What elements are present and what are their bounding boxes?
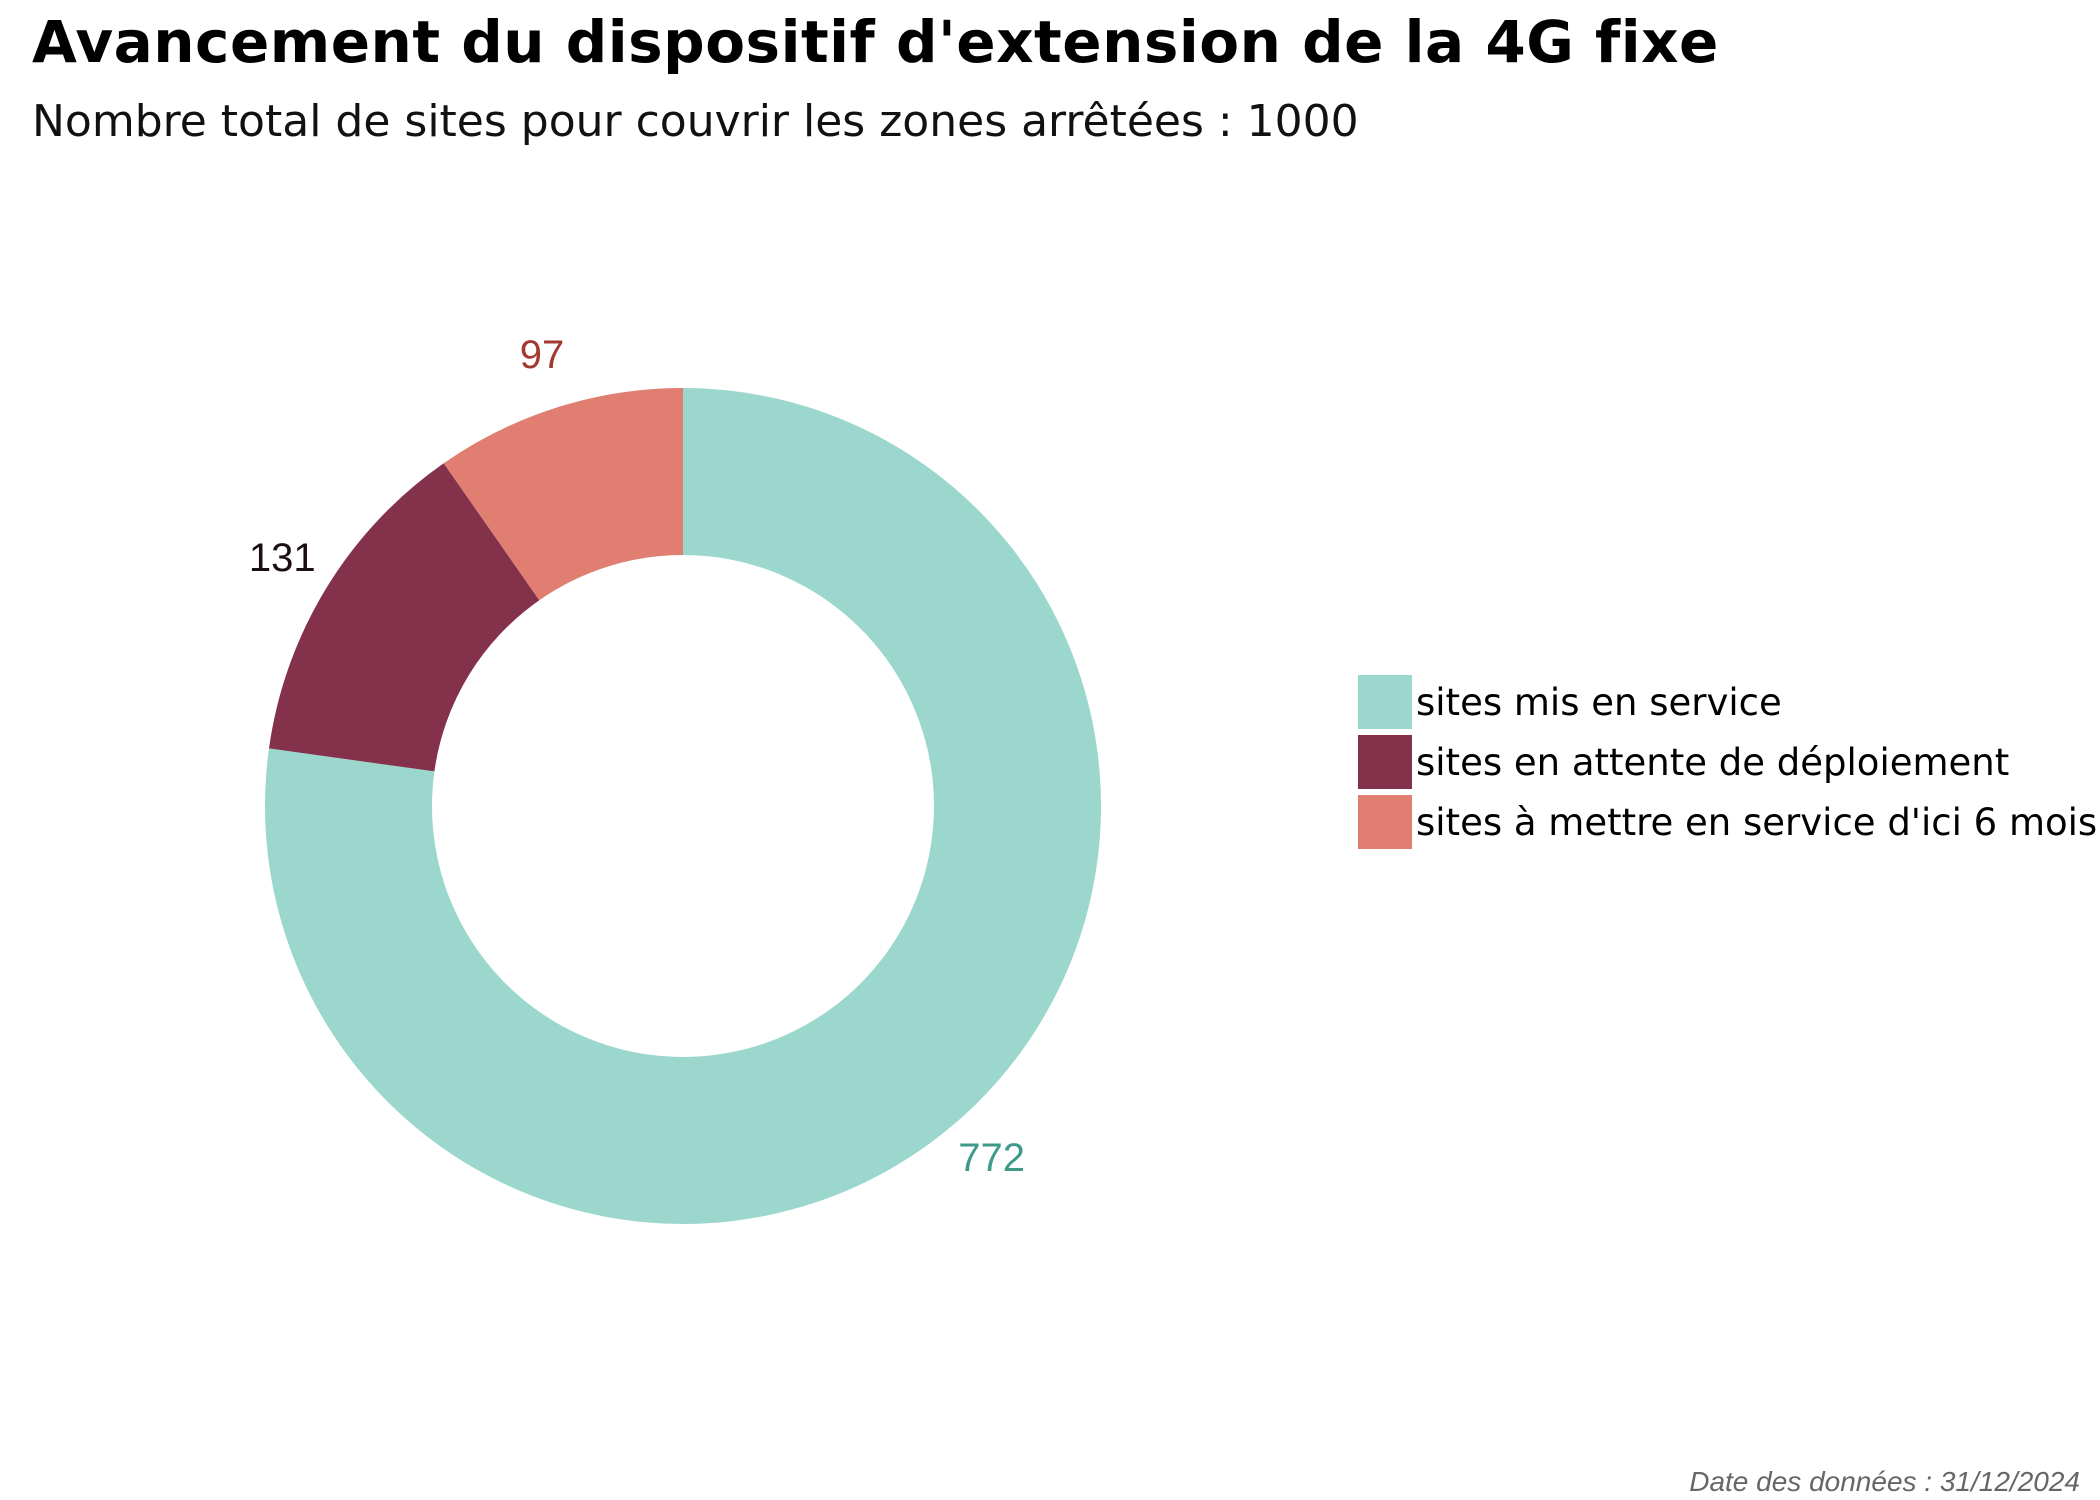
legend-swatch (1358, 675, 1412, 729)
donut-slice-1 (264, 388, 1101, 1224)
legend-label: sites à mettre en service d'ici 6 mois (1416, 800, 2098, 844)
legend-swatch (1358, 735, 1412, 789)
donut-value-label-2: 131 (249, 536, 316, 580)
donut-value-label-3: 97 (520, 333, 565, 377)
legend-item-2: sites en attente de déploiement (1358, 732, 2097, 792)
data-date-note: Date des données : 31/12/2024 (1689, 1466, 2080, 1497)
legend-swatch (1358, 795, 1412, 849)
legend-item-1: sites mis en service (1358, 672, 2097, 732)
legend-label: sites en attente de déploiement (1416, 740, 2010, 784)
donut-slice-2 (268, 463, 540, 772)
chart-legend: sites mis en service sites en attente de … (1358, 672, 2097, 852)
chart-subtitle: Nombre total de sites pour couvrir les z… (32, 96, 1359, 147)
legend-item-3: sites à mettre en service d'ici 6 mois (1358, 792, 2097, 852)
donut-value-label-1: 772 (958, 1136, 1025, 1180)
donut-slice-3 (443, 388, 683, 601)
legend-label: sites mis en service (1416, 680, 1782, 724)
donut-slices (264, 388, 1101, 1224)
chart-title: Avancement du dispositif d'extension de … (32, 8, 1719, 76)
donut-value-labels: 772 131 97 (249, 333, 1025, 1180)
